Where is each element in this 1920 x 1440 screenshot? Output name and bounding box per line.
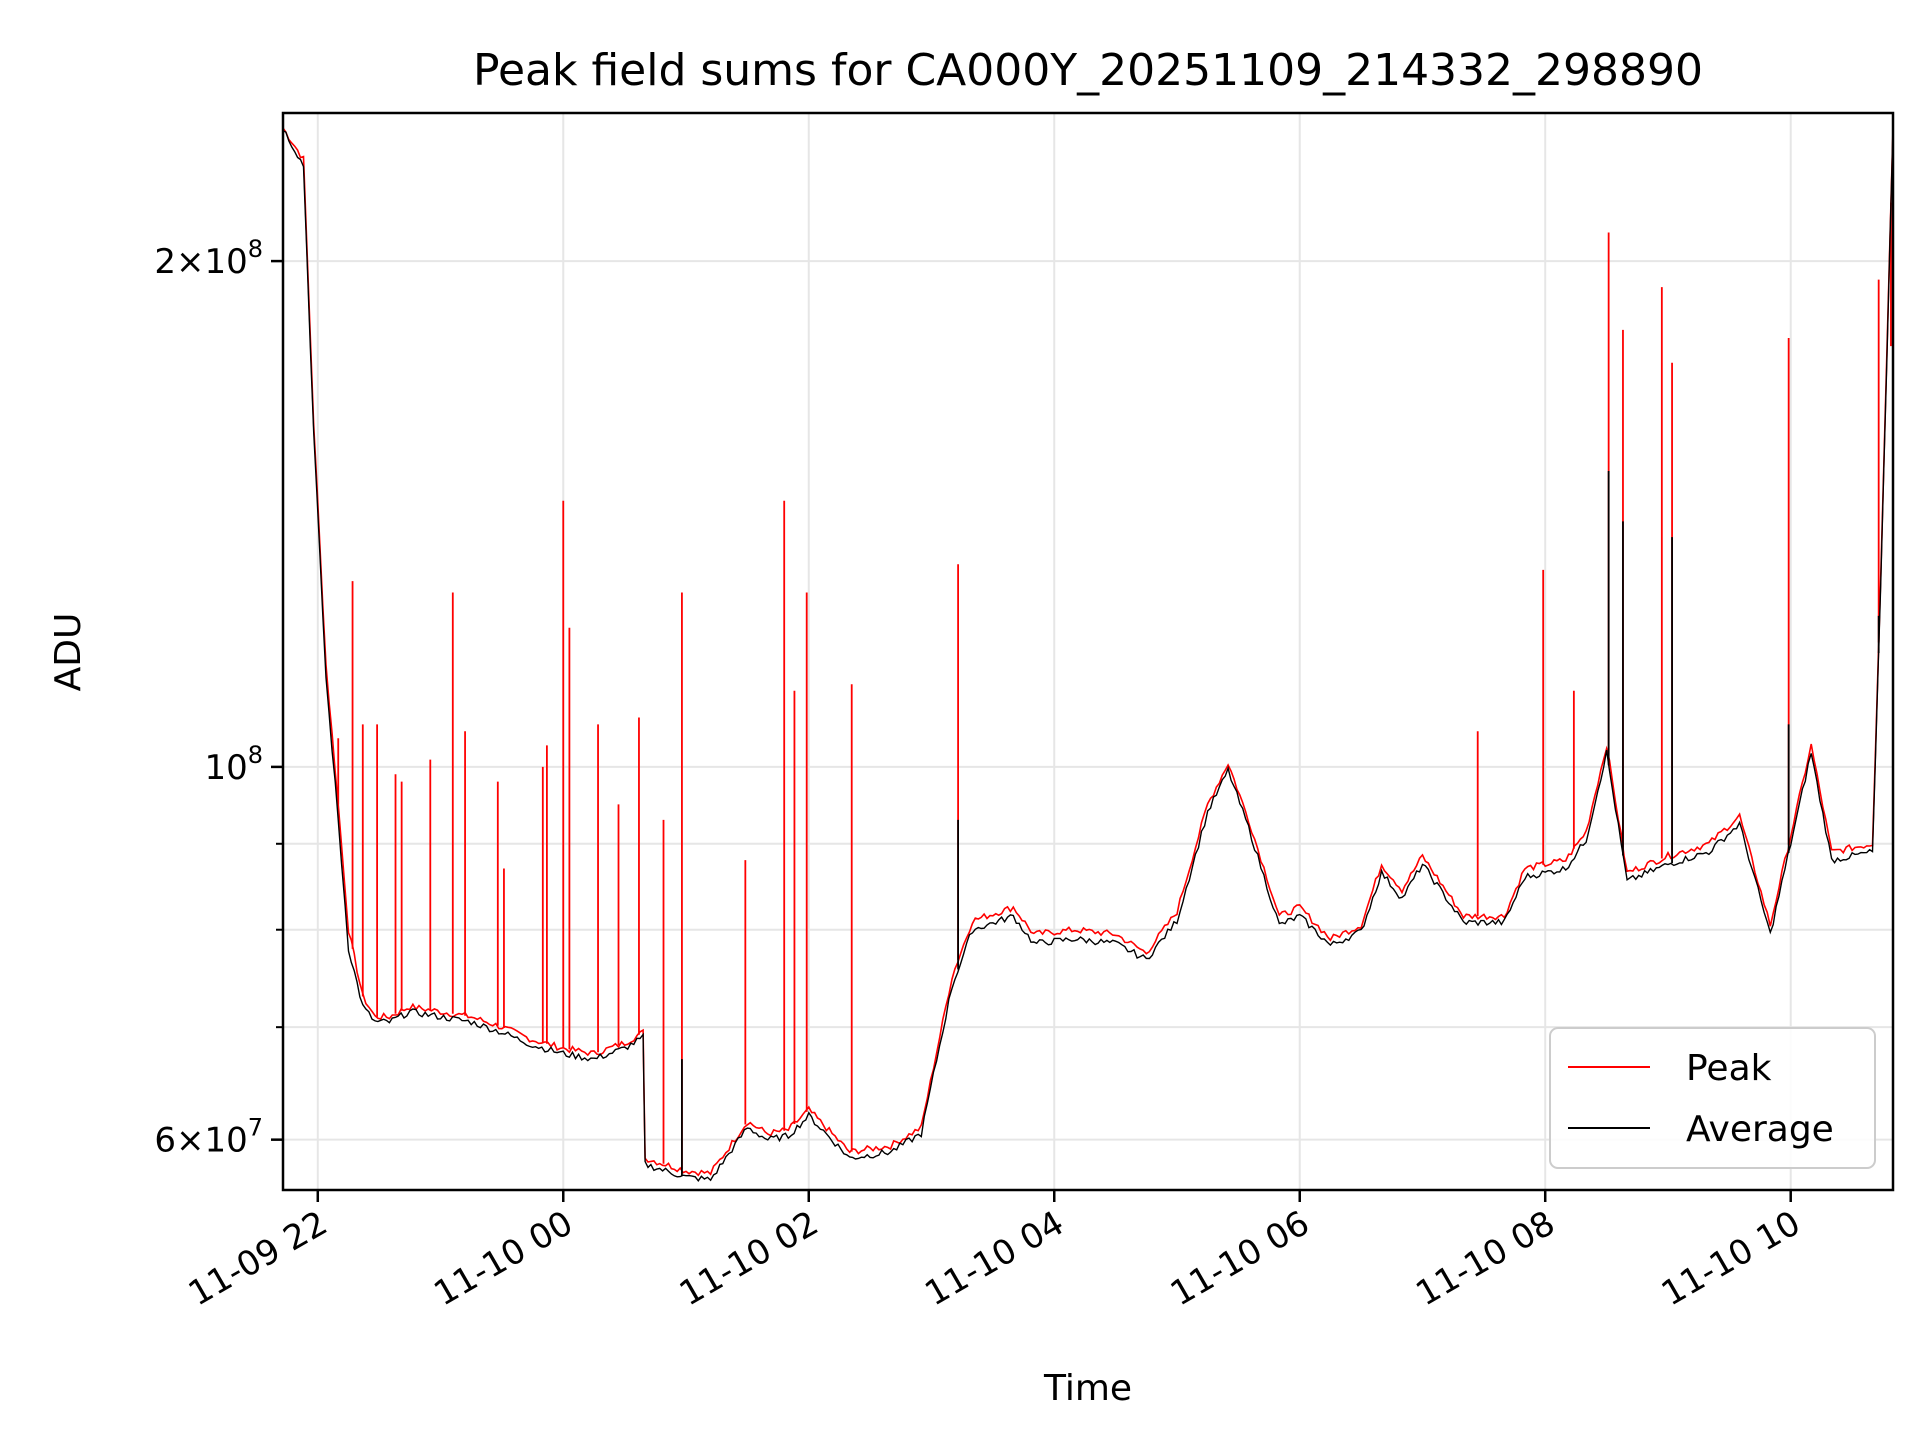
y-tick-label: 6×107	[154, 1114, 263, 1161]
series-line-peak	[283, 127, 1893, 1177]
y-tick-mantissa: 2×	[154, 242, 204, 282]
plot-area	[283, 127, 1893, 1182]
y-tick-exponent: 8	[248, 741, 263, 769]
x-axis-label: Time	[1043, 1368, 1132, 1409]
y-tick-label: 2×108	[154, 235, 263, 282]
y-tick-base: 10	[204, 242, 247, 282]
y-tick-base: 10	[204, 1121, 247, 1161]
legend: Peak Average	[1549, 1027, 1876, 1169]
y-tick-base: 10	[204, 748, 247, 788]
y-tick-mantissa: 6×	[154, 1121, 204, 1161]
legend-label-average: Average	[1686, 1109, 1834, 1150]
y-tick-exponent: 7	[248, 1114, 263, 1142]
y-tick-exponent: 8	[248, 235, 263, 263]
y-tick-label: 108	[204, 741, 263, 788]
legend-label-peak: Peak	[1686, 1048, 1772, 1089]
series-layer	[283, 127, 1893, 1182]
chart-title: Peak field sums for CA000Y_20251109_2143…	[473, 45, 1703, 96]
y-axis-label: ADU	[48, 613, 89, 692]
series-line-average	[283, 127, 1893, 1182]
legend-box	[1549, 1027, 1876, 1169]
plot-frame	[281, 111, 1895, 1192]
